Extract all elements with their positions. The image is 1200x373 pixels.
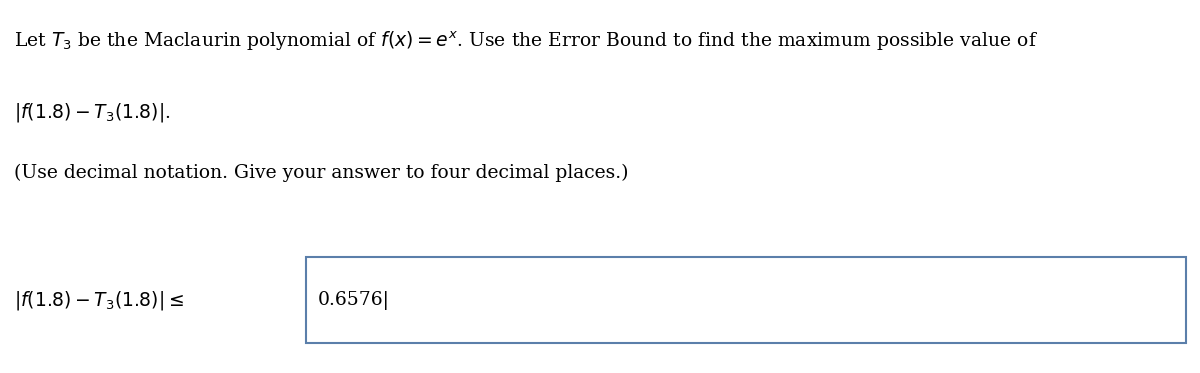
Text: 0.6576|: 0.6576| [318,291,390,310]
Text: (Use decimal notation. Give your answer to four decimal places.): (Use decimal notation. Give your answer … [14,164,629,182]
Text: $|f(1.8) - T_3(1.8)|$.: $|f(1.8) - T_3(1.8)|$. [14,101,172,124]
Bar [306,257,1186,343]
Text: $|f(1.8) - T_3(1.8)| \leq$: $|f(1.8) - T_3(1.8)| \leq$ [14,289,185,312]
Text: Let $T_3$ be the Maclaurin polynomial of $f(x) = e^x$. Use the Error Bound to fi: Let $T_3$ be the Maclaurin polynomial of… [14,30,1038,53]
